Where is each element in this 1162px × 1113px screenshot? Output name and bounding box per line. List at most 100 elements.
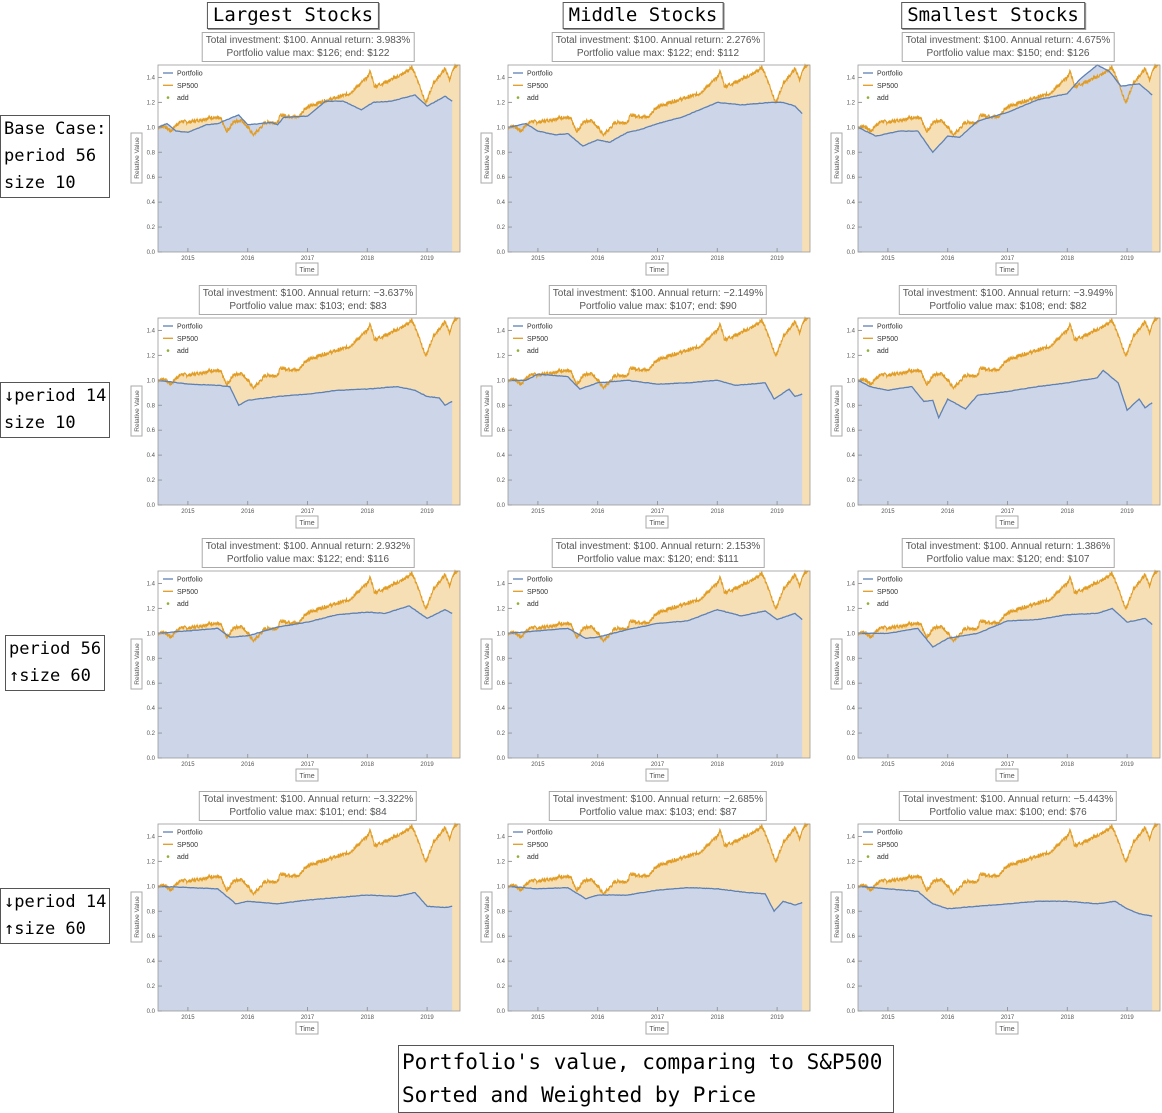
y-tick-label: 1.2 <box>147 606 156 612</box>
summary-line: Total investment: $100. Annual return: 1… <box>905 541 1111 552</box>
x-axis-label: Time <box>299 267 314 274</box>
x-axis-label-box <box>295 262 319 276</box>
y-tick-label: 1.2 <box>497 353 506 359</box>
x-tick-label: 2017 <box>301 509 315 515</box>
x-axis-label: Time <box>999 520 1014 527</box>
chart-summary: Total investment: $100. Annual return: 2… <box>551 538 765 568</box>
row-label-line: period 56 <box>4 146 97 166</box>
legend-label: Portfolio <box>877 71 903 78</box>
y-tick-label: 0.0 <box>847 503 856 509</box>
y-tick-label: 0.6 <box>497 934 506 940</box>
plot-frame <box>857 823 1161 1012</box>
x-tick-label: 2019 <box>1120 256 1134 262</box>
x-tick-label: 2017 <box>651 256 665 262</box>
summary-line: Total investment: $100. Annual return: −… <box>202 288 414 299</box>
chart-summary: Total investment: $100. Annual return: −… <box>548 285 768 315</box>
y-axis-label-group: Relative Value <box>130 132 143 184</box>
legend-label: add <box>527 348 539 355</box>
chart-summary: Total investment: $100. Annual return: 4… <box>901 32 1115 62</box>
figure-caption: Portfolio's value, comparing to S&P500 So… <box>398 1045 894 1113</box>
y-tick-label: 0.2 <box>847 984 856 990</box>
chart-summary: Total investment: $100. Annual return: −… <box>548 791 768 821</box>
y-tick-label: 0.2 <box>497 225 506 231</box>
x-axis-label-box <box>645 262 669 276</box>
y-axis-label: Relative Value <box>484 137 491 179</box>
y-tick-label: 0.0 <box>497 756 506 762</box>
legend-label: Portfolio <box>877 830 903 837</box>
x-tick-label: 2015 <box>881 762 895 768</box>
y-tick-label: 1.4 <box>147 328 156 334</box>
row-label-period-14-size-60: ↓period 14 ↑size 60 <box>0 888 110 944</box>
y-axis-label-box <box>130 638 143 690</box>
y-tick-label: 1.2 <box>497 606 506 612</box>
chart-panel: 0.0 0.2 0.4 0.6 0.8 1.0 1.2 1.4 2015 2016 2017 2018… <box>130 316 461 529</box>
portfolio-line <box>857 369 1153 420</box>
y-tick-label: 0.8 <box>147 656 156 662</box>
y-axis-label-group: Relative Value <box>130 638 143 690</box>
chart-summary: Total investment: $100. Annual return: −… <box>198 791 418 821</box>
x-tick-label: 2016 <box>591 762 605 768</box>
y-tick-label: 0.4 <box>497 959 506 965</box>
y-tick-label: 1.0 <box>497 631 506 637</box>
y-tick-label: 0.4 <box>497 706 506 712</box>
legend-label: add <box>177 95 189 102</box>
legend-label: Portfolio <box>527 324 553 331</box>
y-tick-label: 1.4 <box>147 75 156 81</box>
x-axis-label-box <box>995 1021 1019 1035</box>
y-tick-label: 0.0 <box>497 1009 506 1015</box>
x-tick-label: 2015 <box>181 256 195 262</box>
summary-line: Portfolio value max: $122; end: $116 <box>226 554 390 565</box>
x-tick-label: 2017 <box>301 256 315 262</box>
x-tick-label: 2017 <box>301 762 315 768</box>
sp500-line <box>857 316 1160 391</box>
legend-label: Portfolio <box>527 71 553 78</box>
x-tick-label: 2017 <box>651 762 665 768</box>
x-tick-label: 2016 <box>241 762 255 768</box>
x-tick-label: 2015 <box>531 509 545 515</box>
sp500-line <box>507 316 810 391</box>
x-tick-label: 2017 <box>651 1015 665 1021</box>
legend-swatch <box>866 855 870 858</box>
legend-label: Portfolio <box>177 830 203 837</box>
y-tick-label: 0.2 <box>497 731 506 737</box>
y-tick-label: 1.2 <box>497 100 506 106</box>
y-tick-label: 0.2 <box>147 225 156 231</box>
plot-frame <box>507 823 811 1012</box>
legend-label: add <box>527 854 539 861</box>
legend-swatch <box>516 855 520 858</box>
x-axis-label: Time <box>299 773 314 780</box>
y-tick-label: 0.2 <box>147 984 156 990</box>
column-title-largest: Largest Stocks <box>206 2 380 29</box>
sp500-line <box>157 822 460 897</box>
legend-label: SP500 <box>527 842 548 849</box>
y-tick-label: 1.4 <box>847 328 856 334</box>
x-tick-label: 2015 <box>881 1015 895 1021</box>
x-tick-label: 2017 <box>1001 762 1015 768</box>
summary-line: Portfolio value max: $103; end: $83 <box>229 301 387 312</box>
legend-swatch <box>166 855 170 858</box>
legend-label: Portfolio <box>877 577 903 584</box>
y-axis-label-group: Relative Value <box>130 385 143 437</box>
summary-line: Portfolio value max: $107; end: $90 <box>579 301 737 312</box>
legend-label: add <box>177 348 189 355</box>
y-axis-label: Relative Value <box>834 643 841 685</box>
x-tick-label: 2016 <box>591 256 605 262</box>
x-tick-label: 2018 <box>711 1015 725 1021</box>
sp500-line <box>157 569 460 644</box>
y-axis-label-group: Relative Value <box>830 891 843 943</box>
summary-line: Portfolio value max: $126; end: $122 <box>226 48 390 59</box>
y-axis-label-group: Relative Value <box>830 132 843 184</box>
chart-panel: 0.0 0.2 0.4 0.6 0.8 1.0 1.2 1.4 2015 2016 2017 2018… <box>480 822 811 1035</box>
x-tick-label: 2016 <box>941 1015 955 1021</box>
y-tick-label: 1.2 <box>497 859 506 865</box>
y-tick-label: 0.8 <box>847 150 856 156</box>
y-tick-label: 1.0 <box>147 378 156 384</box>
chart-summary: Total investment: $100. Annual return: 3… <box>201 32 415 62</box>
y-tick-label: 0.8 <box>847 909 856 915</box>
summary-line: Portfolio value max: $120; end: $111 <box>577 554 739 565</box>
y-tick-label: 0.8 <box>497 403 506 409</box>
y-tick-label: 0.6 <box>147 428 156 434</box>
row-label-line: ↑size 60 <box>4 919 86 939</box>
chart-summary: Total investment: $100. Annual return: −… <box>198 285 418 315</box>
y-tick-label: 1.4 <box>497 581 506 587</box>
